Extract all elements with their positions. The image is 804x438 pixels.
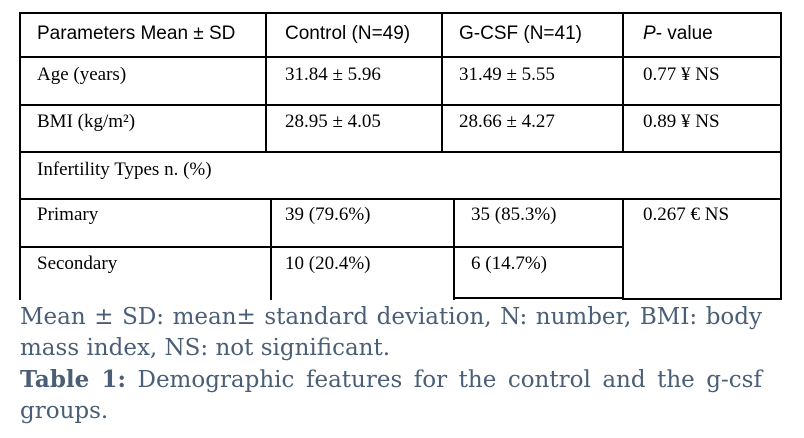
row-age-label: Age (years): [37, 64, 127, 85]
row-secondary-label: Secondary: [37, 253, 118, 274]
table-rule-bottom-short: [455, 297, 624, 299]
table-border-top: [19, 12, 782, 14]
col-divider-1-upper: [265, 12, 267, 153]
row-age-gcsf: 31.49 ± 5.55: [459, 64, 555, 85]
demographics-table: Parameters Mean ± SD Control (N=49) G-CS…: [19, 12, 782, 300]
table-rule-age: [19, 104, 782, 106]
row-bmi-p: 0.89 ¥ NS: [643, 111, 720, 132]
table-caption-label: Table 1:: [20, 366, 126, 393]
table-border-left: [19, 12, 21, 300]
col-divider-3-upper: [622, 12, 624, 153]
col-divider-2-upper: [441, 12, 443, 153]
merged-p-value: 0.267 € NS: [643, 204, 730, 225]
table-border-bottom: [624, 298, 782, 300]
header-parameters: Parameters Mean ± SD: [37, 23, 236, 44]
table-rule-primary: [19, 246, 624, 248]
row-primary-label: Primary: [37, 204, 99, 225]
row-secondary-gcsf: 6 (14.7%): [471, 253, 547, 274]
table-rule-header: [19, 56, 782, 58]
col-divider-1-lower: [270, 198, 272, 300]
section-infertility-types: Infertility Types n. (%): [37, 159, 212, 180]
row-secondary-control: 10 (20.4%): [285, 253, 371, 274]
table-rule-bmi: [19, 151, 782, 153]
table-border-right: [780, 12, 782, 300]
col-divider-3-lower: [622, 198, 624, 300]
table-caption-title: Demographic features for the control and…: [20, 367, 762, 424]
header-p-value: P- value: [643, 23, 713, 45]
header-gcsf: G-CSF (N=41): [459, 23, 582, 44]
row-primary-gcsf: 35 (85.3%): [471, 204, 557, 225]
row-bmi-gcsf: 28.66 ± 4.27: [459, 111, 555, 132]
row-age-p: 0.77 ¥ NS: [643, 64, 720, 85]
row-bmi-label: BMI (kg/m²): [37, 111, 136, 132]
row-age-control: 31.84 ± 5.96: [285, 64, 381, 85]
table-footnote: Mean ± SD: mean± standard deviation, N: …: [20, 304, 762, 361]
header-p-letter: P: [643, 23, 656, 44]
header-p-suffix: - value: [655, 23, 713, 44]
table-caption: Table 1: Demographic features for the co…: [20, 364, 762, 427]
row-primary-control: 39 (79.6%): [285, 204, 371, 225]
col-divider-2-lower: [453, 198, 455, 300]
table-rule-section: [19, 198, 782, 200]
row-bmi-control: 28.95 ± 4.05: [285, 111, 381, 132]
header-control: Control (N=49): [285, 23, 411, 44]
